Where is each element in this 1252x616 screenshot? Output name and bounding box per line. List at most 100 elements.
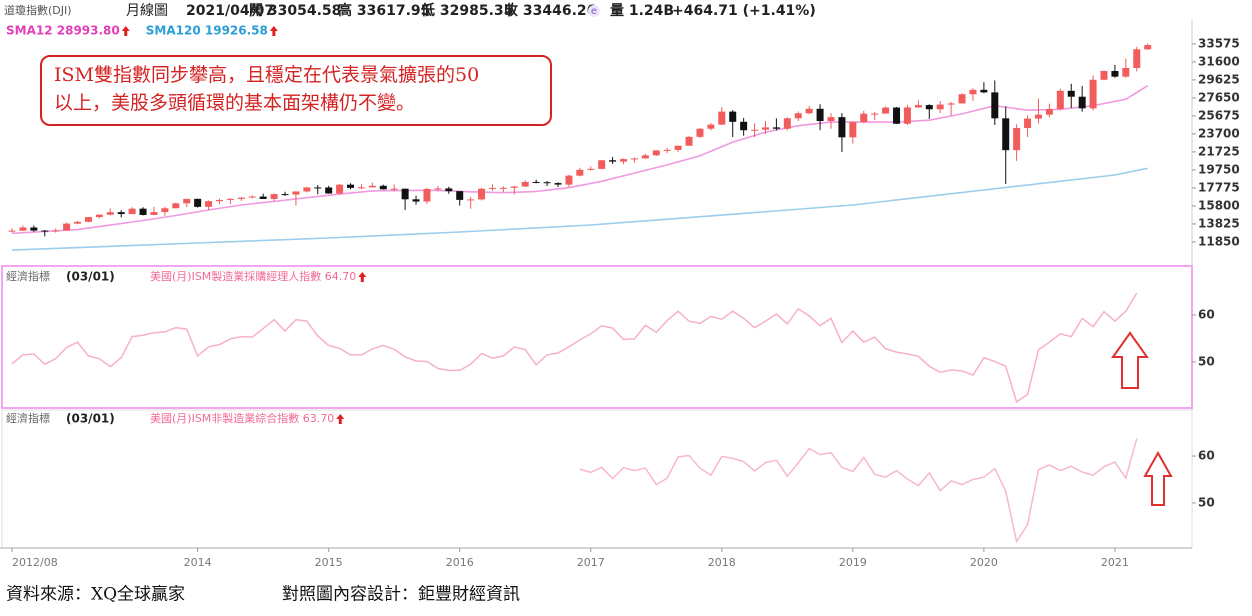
icon: e (591, 6, 597, 17)
candle-body (925, 105, 933, 110)
candle-body (805, 108, 813, 114)
low: 低 32985.35 (420, 2, 513, 19)
candle-body (685, 136, 693, 146)
candle-body (347, 184, 355, 188)
panel-label: 經濟指標 (6, 411, 50, 425)
candle-body (488, 187, 496, 189)
candle-body (161, 208, 169, 213)
candle-body (412, 199, 420, 202)
footer-source: 資料來源：XQ全球贏家 (6, 585, 185, 605)
candle-body (740, 121, 748, 131)
candle-body (641, 155, 649, 159)
candle-body (281, 194, 289, 196)
candle-body (860, 113, 868, 123)
open: 開 33054.58 (249, 3, 341, 19)
candle-body (1056, 90, 1064, 110)
candle-body (52, 230, 60, 232)
candle-body (194, 198, 202, 207)
candle-body (478, 188, 486, 200)
candle-body (674, 145, 682, 150)
candle-body (423, 188, 431, 202)
y-tick-label: 50 (1198, 354, 1215, 368)
candle-body (980, 89, 988, 93)
candle-body (379, 185, 387, 190)
candle-body (117, 212, 125, 215)
candle-body (63, 223, 71, 231)
candle-body (1034, 114, 1042, 119)
candle-body (598, 160, 606, 169)
x-tick-label: 2015 (315, 556, 343, 569)
x-tick-label: 2021 (1101, 556, 1129, 569)
candle-body (1002, 118, 1010, 151)
panel-date: (03/01) (66, 412, 115, 426)
period: 月線圖 (126, 3, 168, 19)
candle-body (8, 230, 16, 232)
candle-body (729, 111, 737, 122)
y-tick-label: 29625 (1198, 72, 1240, 86)
y-tick-label: 60 (1198, 307, 1215, 321)
candle-body (532, 181, 540, 183)
candle-body (1111, 70, 1119, 77)
candle-body (150, 212, 158, 215)
candle-body (903, 107, 911, 124)
candle-body (772, 127, 780, 129)
trend-arrow (121, 26, 130, 36)
candle-body (991, 92, 999, 119)
candle-body (325, 187, 333, 194)
y-tick-label: 60 (1198, 449, 1215, 463)
symbol: 道瓊指數(DJI) (4, 3, 72, 17)
candle-body (248, 196, 256, 198)
candle-body (434, 188, 442, 190)
candle-body (95, 214, 103, 218)
candle-body (215, 199, 223, 202)
close: 收 33446.26 (504, 2, 596, 19)
candle-body (849, 122, 857, 138)
candle-body (751, 129, 759, 131)
candle-body (467, 199, 475, 201)
x-tick-label: 2019 (839, 556, 867, 569)
candle-body (128, 208, 136, 215)
candle-body (41, 230, 49, 232)
candle-body (609, 160, 617, 162)
candle-body (30, 227, 38, 231)
y-tick-label: 25675 (1198, 108, 1240, 122)
candle-body (707, 124, 715, 129)
candle-body (871, 113, 879, 115)
change: +464.71 (+1.41%) (672, 3, 816, 19)
candle-body (499, 187, 507, 189)
candle-body (106, 212, 114, 215)
y-tick-label: 31600 (1198, 54, 1240, 68)
annotation-box (40, 55, 552, 126)
candle-body (1045, 109, 1053, 115)
candle-body (587, 168, 595, 170)
sma-line (11, 167, 1148, 251)
up-arrow (1111, 331, 1149, 389)
candle-body (969, 89, 977, 95)
candle-body (84, 217, 92, 222)
trend-arrow (269, 26, 278, 36)
up-arrow (1143, 450, 1173, 506)
date: 2021/04/07 (186, 3, 274, 19)
candle-body (761, 127, 769, 130)
candle-body (914, 105, 922, 108)
candle-body (445, 188, 453, 192)
x-tick-label: 2017 (577, 556, 605, 569)
candle-body (270, 194, 278, 199)
x-tick-label: 2016 (446, 556, 474, 569)
candle-body (1013, 128, 1021, 151)
indicator-line (11, 292, 1138, 404)
candle-body (718, 111, 726, 125)
x-tick-label: 2018 (708, 556, 736, 569)
candle-body (259, 196, 267, 199)
y-tick-label: 17775 (1198, 180, 1240, 194)
annotation-line: ISM雙指數同步攀高，且穩定在代表景氣擴張的50 (54, 64, 479, 86)
candle-body (314, 187, 322, 189)
high: 高 33617.95 (338, 2, 430, 19)
candle-body (390, 188, 398, 190)
x-tick-label: 2020 (970, 556, 998, 569)
candle-body (183, 198, 191, 204)
candle-body (1144, 45, 1152, 50)
candle-body (357, 187, 365, 189)
x-tick-label: 2012/08 (12, 556, 58, 569)
